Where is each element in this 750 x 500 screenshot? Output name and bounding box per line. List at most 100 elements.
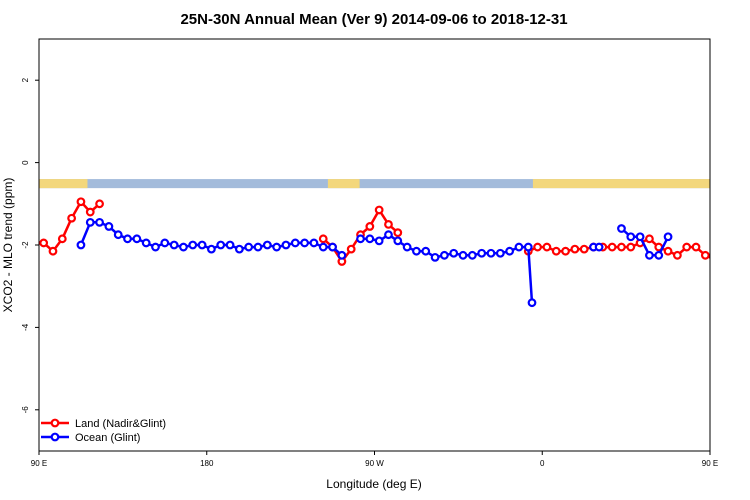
data-point bbox=[607, 242, 617, 252]
data-point bbox=[721, 240, 728, 247]
data-point bbox=[272, 242, 282, 252]
data-point bbox=[39, 238, 49, 248]
data-point bbox=[527, 298, 537, 308]
data-point bbox=[309, 238, 319, 248]
data-point bbox=[141, 238, 151, 248]
data-point bbox=[244, 242, 254, 252]
series-line bbox=[360, 233, 534, 303]
y-tick-label: -4 bbox=[21, 323, 30, 331]
ocean-band bbox=[39, 179, 710, 189]
x-axis: 90 E 180 90 W 0 90 E bbox=[31, 451, 718, 468]
data-point bbox=[197, 240, 207, 250]
data-point bbox=[85, 207, 95, 217]
data-point bbox=[328, 242, 337, 252]
data-point bbox=[730, 248, 737, 255]
y-axis: 2 0 -2 -4 -6 bbox=[21, 77, 39, 413]
data-point bbox=[645, 234, 654, 244]
data-point bbox=[67, 213, 77, 223]
land-band-segment bbox=[532, 179, 710, 189]
x-axis-label: Longitude (deg E) bbox=[326, 477, 421, 491]
data-point bbox=[123, 234, 132, 244]
series-layer bbox=[39, 197, 750, 308]
data-point bbox=[495, 248, 505, 258]
data-point bbox=[76, 240, 86, 250]
data-point bbox=[626, 232, 636, 242]
land-ocean-band bbox=[39, 179, 710, 189]
data-point bbox=[570, 244, 580, 254]
data-point bbox=[682, 242, 692, 252]
data-point bbox=[300, 238, 310, 248]
legend: Land (Nadir&Glint) Ocean (Glint) bbox=[41, 418, 166, 444]
data-point bbox=[542, 242, 552, 252]
series-line bbox=[743, 202, 750, 239]
data-point bbox=[551, 246, 561, 256]
data-point bbox=[318, 234, 328, 244]
data-point bbox=[234, 244, 244, 254]
data-point bbox=[104, 222, 114, 231]
data-point bbox=[672, 250, 682, 260]
legend-marker bbox=[50, 432, 60, 442]
series-ocean bbox=[76, 217, 673, 308]
legend-label: Ocean (Glint) bbox=[75, 432, 140, 444]
data-point bbox=[402, 242, 412, 252]
data-point bbox=[290, 238, 300, 248]
data-point bbox=[253, 242, 263, 252]
data-point bbox=[467, 250, 477, 260]
data-point bbox=[739, 236, 746, 243]
data-point bbox=[151, 242, 160, 252]
y-tick-label: -6 bbox=[21, 406, 30, 414]
land-band-segment bbox=[327, 179, 360, 189]
data-point bbox=[486, 248, 496, 258]
data-point bbox=[216, 240, 226, 250]
data-point bbox=[365, 234, 375, 244]
data-point bbox=[739, 236, 746, 243]
x-tick-label: 180 bbox=[200, 459, 214, 468]
data-point bbox=[95, 199, 104, 209]
data-point bbox=[663, 232, 673, 242]
data-point bbox=[262, 240, 272, 250]
data-point bbox=[57, 234, 67, 244]
y-tick-label: -2 bbox=[21, 241, 30, 249]
data-point bbox=[449, 248, 459, 258]
data-point bbox=[132, 234, 142, 244]
data-point bbox=[113, 230, 123, 240]
data-point bbox=[346, 244, 356, 254]
data-point bbox=[225, 240, 235, 250]
x-tick-label: 90 E bbox=[702, 459, 718, 468]
data-point bbox=[523, 242, 533, 252]
x-tick-label: 0 bbox=[540, 459, 545, 468]
data-point bbox=[95, 217, 104, 227]
data-point bbox=[626, 242, 636, 252]
series-land bbox=[39, 197, 750, 266]
y-axis-label: XCO2 - MLO trend (ppm) bbox=[1, 178, 15, 313]
data-point bbox=[365, 222, 375, 231]
data-point bbox=[617, 224, 626, 233]
data-point bbox=[85, 217, 95, 227]
chart-title: 25N-30N Annual Mean (Ver 9) 2014-09-06 t… bbox=[180, 11, 567, 28]
data-point bbox=[439, 250, 449, 260]
data-point bbox=[514, 242, 524, 252]
data-point bbox=[337, 250, 347, 260]
x-tick-label: 90 E bbox=[31, 459, 47, 468]
data-point bbox=[579, 244, 589, 254]
data-point bbox=[617, 242, 626, 252]
data-point bbox=[430, 252, 440, 262]
data-point bbox=[654, 250, 664, 260]
data-point bbox=[594, 242, 604, 252]
data-point bbox=[374, 205, 384, 215]
legend-marker bbox=[50, 418, 60, 428]
data-point bbox=[48, 246, 58, 256]
data-point bbox=[374, 236, 384, 246]
data-point bbox=[533, 242, 542, 252]
data-point bbox=[169, 240, 179, 250]
data-point bbox=[207, 244, 216, 254]
data-point bbox=[700, 250, 710, 260]
data-point bbox=[384, 230, 393, 240]
x-tick-label: 90 W bbox=[365, 459, 384, 468]
data-point bbox=[384, 219, 393, 229]
data-point bbox=[663, 246, 673, 256]
data-point bbox=[179, 242, 188, 252]
y-tick-label: 0 bbox=[21, 160, 30, 165]
data-point bbox=[393, 236, 403, 246]
